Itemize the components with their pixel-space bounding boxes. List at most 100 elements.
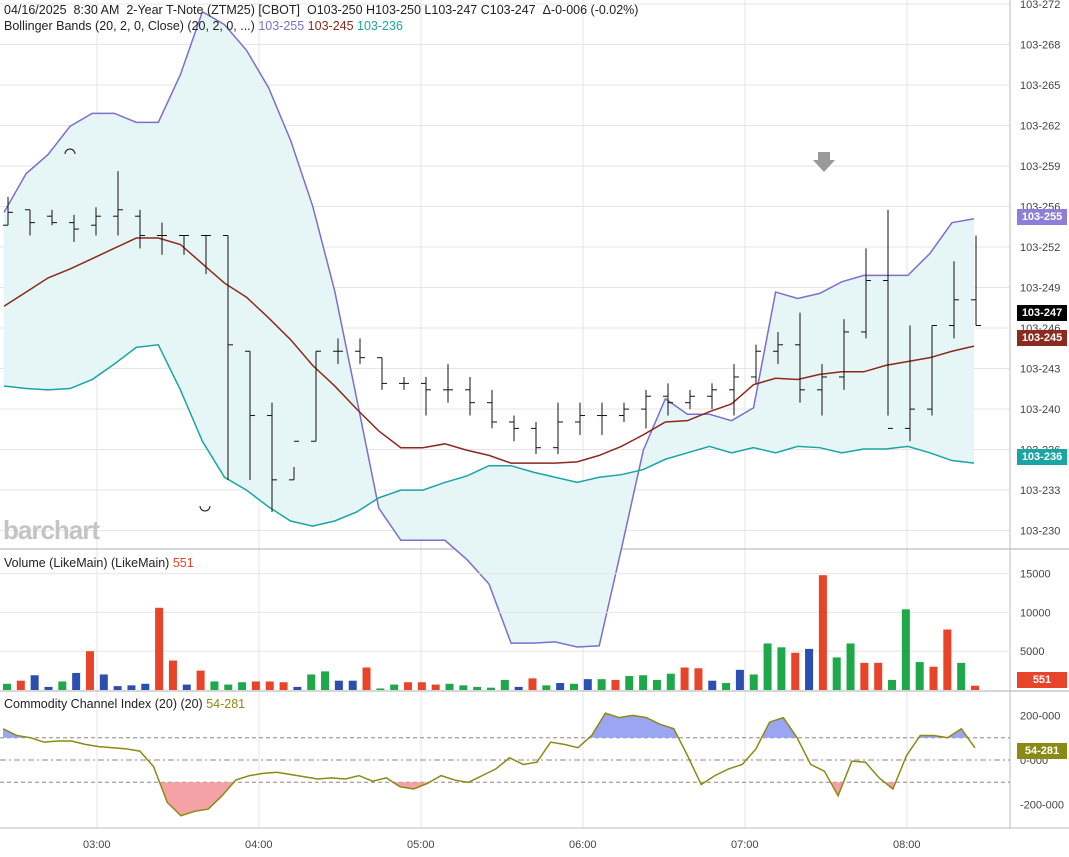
volume-bar: [16, 680, 25, 690]
volume-bar: [113, 686, 122, 690]
price-tick-label: 103-262: [1020, 121, 1060, 133]
lower-price-tag: 103-236: [1017, 449, 1067, 465]
volume-bar: [473, 686, 482, 690]
volume-bar: [832, 657, 841, 690]
volume-bar: [99, 674, 108, 690]
volume-bar: [44, 686, 53, 690]
volume-bar: [556, 683, 565, 690]
header-change: Δ-0-006 (-0.02%): [542, 3, 639, 17]
volume-bar: [625, 676, 634, 690]
volume-bar: [58, 681, 67, 690]
price-tick-label: 103-252: [1020, 242, 1060, 254]
cci-title: Commodity Channel Index (20) (20): [4, 697, 203, 711]
volume-bar: [3, 683, 11, 690]
volume-bar: [611, 679, 620, 690]
watermark: barchart: [3, 515, 100, 545]
volume-bar: [542, 685, 551, 690]
volume-bar: [666, 673, 675, 690]
time-tick-label: 07:00: [731, 839, 759, 851]
volume-bar: [929, 666, 938, 690]
price-tick-label: 103-265: [1020, 80, 1060, 92]
volume-bar: [348, 680, 357, 690]
volume-bar: [514, 686, 523, 690]
volume-bar: [30, 675, 39, 690]
volume-bar: [251, 681, 260, 690]
volume-bar: [860, 662, 869, 690]
cci-tick-label: 200-000: [1020, 710, 1060, 722]
volume-bar: [818, 575, 827, 690]
cci-overbought-fill: [761, 717, 798, 738]
price-tick-label: 103-243: [1020, 364, 1060, 376]
header-time: 8:30 AM: [73, 3, 120, 17]
price-tick-label: 103-249: [1020, 283, 1060, 295]
cci-tick-label: -200-000: [1020, 800, 1064, 812]
cci-overbought-fill: [589, 713, 679, 738]
cci-oversold-fill: [830, 782, 844, 796]
time-tick-label: 03:00: [83, 839, 111, 851]
volume-bar: [528, 678, 537, 690]
volume-bar: [127, 685, 136, 690]
volume-bar: [376, 688, 385, 690]
volume-tick-label: 15000: [1020, 569, 1051, 581]
volume-bar: [279, 682, 288, 690]
cci-oversold-fill: [393, 782, 430, 789]
volume-bar: [321, 671, 330, 690]
volume-bar: [763, 643, 772, 690]
bollinger-band-fill: [4, 11, 974, 648]
volume-bar: [293, 686, 302, 690]
volume-bar: [957, 662, 966, 690]
volume-bar: [334, 680, 343, 690]
volume-title: Volume (LikeMain) (LikeMain): [4, 556, 170, 570]
header-instrument: 2-Year T-Note (ZTM25) [CBOT]: [126, 3, 301, 17]
cci-last: 54-281: [206, 697, 246, 711]
volume-bar: [791, 652, 800, 690]
volume-bar: [85, 651, 94, 690]
header-line-2: Bollinger Bands (20, 2, 0, Close) (20, 2…: [4, 19, 403, 33]
volume-bar: [265, 681, 274, 690]
volume-bar: [487, 687, 495, 690]
price-tick-label: 103-272: [1020, 0, 1060, 11]
time-tick-label: 05:00: [407, 839, 435, 851]
event-arrow-icon: [813, 152, 835, 172]
volume-bar: [362, 667, 371, 690]
volume-bar: [417, 682, 426, 690]
volume-bar: [735, 669, 744, 690]
volume-bar: [390, 684, 399, 690]
mid-price-tag: 103-245: [1017, 330, 1067, 346]
price-tick-label: 103-230: [1020, 526, 1060, 538]
volume-bar: [639, 675, 648, 690]
header-line-1: 04/16/2025 8:30 AM 2-Year T-Note (ZTM25)…: [4, 3, 638, 17]
volume-bar: [777, 647, 786, 690]
volume-header: Volume (LikeMain) (LikeMain) 551: [4, 556, 194, 570]
bb-upper-value: 103-255: [258, 19, 305, 33]
bollinger-lower-line: [3, 343, 975, 527]
cci-overbought-fill: [3, 728, 31, 738]
volume-bar: [141, 683, 150, 690]
volume-bar: [155, 607, 164, 690]
upper-price-tag: 103-255: [1017, 209, 1067, 225]
volume-bar: [182, 684, 191, 690]
volume-bar: [72, 672, 81, 690]
header-ohlc: O103-250 H103-250 L103-247 C103-247: [306, 3, 536, 17]
time-tick-label: 04:00: [245, 839, 273, 851]
volume-bar: [722, 683, 731, 690]
close-price-tag: 103-247: [1017, 305, 1067, 321]
cci-oversold-fill: [159, 782, 234, 816]
price-tick-label: 103-259: [1020, 161, 1060, 173]
volume-bar: [445, 683, 454, 690]
volume-bar: [597, 679, 606, 690]
volume-bar: [971, 685, 979, 690]
volume-bar: [583, 679, 592, 690]
low-marker: [199, 505, 211, 512]
header-date: 04/16/2025: [4, 3, 67, 17]
volume-bar: [404, 682, 413, 690]
volume-bar: [196, 670, 205, 690]
volume-bar: [874, 662, 883, 690]
cci-header: Commodity Channel Index (20) (20) 54-281: [4, 697, 245, 711]
volume-bar: [569, 683, 578, 690]
volume-bar: [238, 682, 247, 690]
volume-bar: [431, 684, 440, 690]
volume-bar: [915, 662, 924, 690]
volume-bar: [307, 674, 316, 690]
